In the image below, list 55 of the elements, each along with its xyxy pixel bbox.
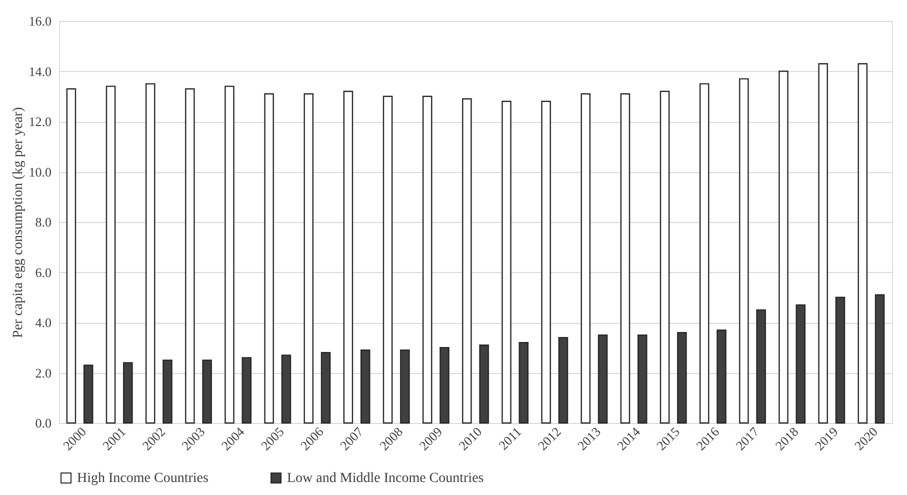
- bar: [440, 347, 450, 424]
- bar: [580, 93, 591, 424]
- bar: [264, 93, 274, 424]
- bar: [400, 350, 410, 424]
- bar: [343, 90, 354, 424]
- bar: [858, 63, 868, 424]
- bar: [541, 100, 551, 424]
- bar: [699, 83, 710, 424]
- bar: [739, 78, 749, 424]
- bar: [224, 86, 234, 424]
- y-axis-title: Per capita egg consumption (kg per year): [10, 106, 26, 338]
- bar: [83, 364, 94, 424]
- legend-label: High Income Countries: [77, 471, 208, 486]
- bar: [874, 294, 885, 424]
- bar: [422, 96, 432, 424]
- bar: [145, 83, 156, 424]
- y-tick-label: 8.0: [35, 214, 52, 230]
- bar: [360, 350, 370, 424]
- bar: [66, 88, 76, 424]
- bar: [756, 309, 766, 424]
- bar: [462, 98, 472, 424]
- bar: [162, 360, 172, 424]
- bar: [304, 93, 314, 424]
- bar: [660, 90, 670, 424]
- bar: [479, 344, 489, 424]
- y-tick-label: 14.0: [28, 64, 52, 79]
- bar: [558, 336, 568, 424]
- bar: [620, 93, 630, 424]
- bar: [598, 334, 608, 424]
- bar: [202, 360, 212, 424]
- y-tick-label: 12.0: [28, 114, 52, 129]
- y-tick-label: 4.0: [35, 315, 52, 330]
- bar: [716, 329, 726, 424]
- x-tick-label: 2011: [496, 424, 524, 453]
- y-tick-label: 6.0: [35, 264, 52, 280]
- bar: [382, 96, 393, 424]
- bar: [123, 362, 133, 424]
- y-tick-label: 0.0: [35, 416, 52, 430]
- y-tick-label: 10.0: [28, 164, 52, 180]
- bar: [796, 304, 806, 424]
- bar: [320, 352, 331, 424]
- bar: [106, 86, 116, 424]
- y-tick-label: 2.0: [35, 365, 52, 380]
- bar: [242, 357, 252, 424]
- legend-label: Low and Middle Income Countries: [287, 471, 484, 486]
- bar: [281, 354, 292, 424]
- y-tick-label: 16.0: [28, 14, 52, 28]
- bar: [677, 332, 687, 424]
- bar: [185, 88, 195, 424]
- bar: [502, 100, 512, 424]
- bar: [835, 296, 846, 424]
- bar: [518, 342, 529, 424]
- bar: [637, 334, 648, 424]
- bar: [818, 63, 828, 424]
- bar: [778, 70, 788, 424]
